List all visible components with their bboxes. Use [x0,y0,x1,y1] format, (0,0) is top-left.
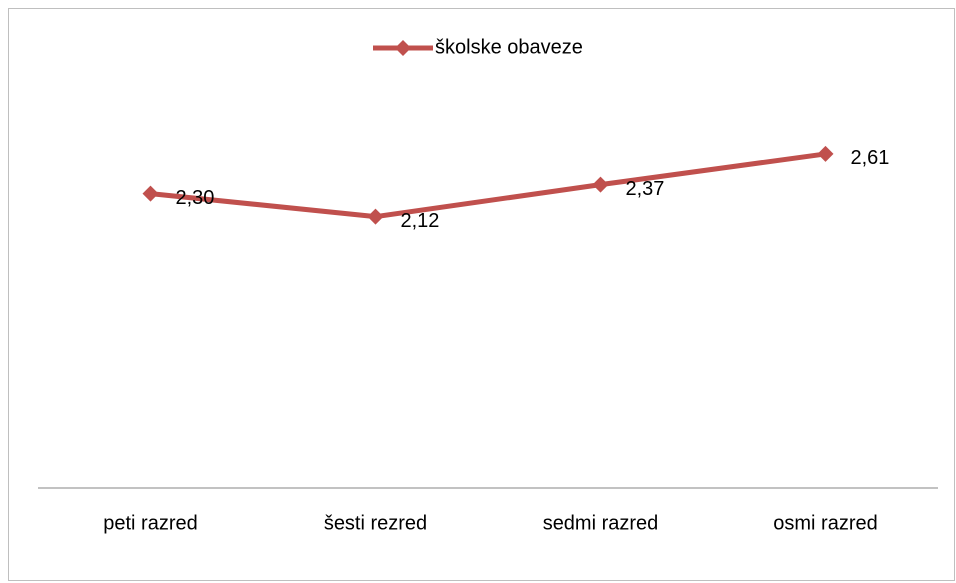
data-label: 2,37 [626,178,665,200]
chart-frame [8,8,955,581]
x-tick-label: sedmi razred [543,512,659,534]
x-tick-label: peti razred [103,512,198,534]
data-label: 2,61 [851,147,890,169]
legend-label: školske obaveze [435,36,583,58]
marker [367,208,384,225]
legend-marker [395,40,411,56]
x-tick-label: osmi razred [773,512,877,534]
marker [817,145,834,162]
marker [142,185,159,202]
line [150,151,826,220]
marker [592,176,609,193]
x-tick-label: šesti rezred [324,512,427,534]
data-label: 2,12 [401,210,440,232]
data-label: 2,30 [176,187,215,209]
